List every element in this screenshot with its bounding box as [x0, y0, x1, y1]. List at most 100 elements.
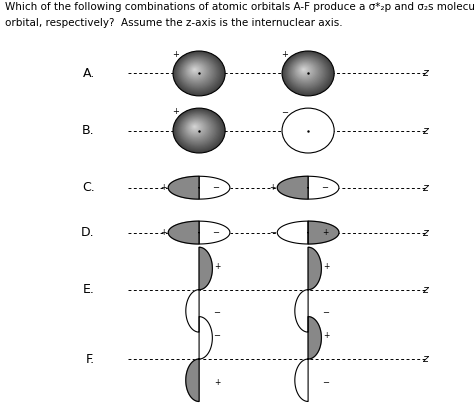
Text: +: +: [172, 107, 179, 116]
Text: C.: C.: [82, 181, 95, 194]
Circle shape: [175, 110, 223, 151]
Circle shape: [183, 117, 210, 140]
Circle shape: [301, 68, 306, 71]
Text: z: z: [422, 228, 428, 237]
Circle shape: [192, 67, 198, 73]
Text: A.: A.: [82, 67, 95, 80]
Circle shape: [193, 69, 196, 71]
Text: −: −: [281, 109, 288, 118]
Circle shape: [179, 113, 217, 146]
Circle shape: [175, 53, 223, 94]
Circle shape: [190, 66, 201, 75]
Circle shape: [301, 67, 307, 73]
Text: z: z: [422, 285, 428, 295]
Polygon shape: [295, 290, 308, 332]
Text: −: −: [212, 183, 219, 192]
Circle shape: [185, 118, 208, 138]
Circle shape: [192, 124, 198, 130]
Text: D.: D.: [81, 226, 95, 239]
Circle shape: [176, 111, 220, 149]
Circle shape: [191, 124, 199, 131]
Polygon shape: [199, 176, 230, 199]
Text: E.: E.: [83, 283, 95, 296]
Circle shape: [189, 122, 202, 133]
Polygon shape: [168, 221, 199, 244]
Circle shape: [180, 57, 215, 87]
Circle shape: [284, 53, 332, 94]
Text: z: z: [422, 126, 428, 135]
Circle shape: [292, 60, 319, 83]
Circle shape: [282, 108, 334, 153]
Circle shape: [189, 65, 202, 76]
Circle shape: [302, 69, 305, 71]
Circle shape: [293, 60, 318, 82]
Polygon shape: [308, 247, 321, 290]
Circle shape: [173, 108, 225, 153]
Text: +: +: [160, 228, 167, 237]
Circle shape: [299, 66, 310, 75]
Circle shape: [181, 58, 214, 86]
Polygon shape: [186, 359, 199, 401]
Circle shape: [289, 57, 324, 87]
Circle shape: [298, 65, 311, 76]
Circle shape: [175, 110, 221, 150]
Circle shape: [186, 62, 207, 80]
Circle shape: [192, 125, 197, 129]
Text: z: z: [422, 354, 428, 364]
Circle shape: [184, 60, 209, 82]
Circle shape: [283, 52, 333, 95]
Circle shape: [182, 116, 211, 141]
Polygon shape: [199, 221, 230, 244]
Circle shape: [290, 58, 323, 86]
Circle shape: [296, 63, 314, 79]
Circle shape: [288, 56, 326, 89]
Text: −: −: [214, 308, 220, 317]
Circle shape: [292, 59, 320, 84]
Circle shape: [176, 54, 220, 92]
Polygon shape: [199, 317, 212, 359]
Text: +: +: [269, 183, 276, 192]
Circle shape: [297, 64, 313, 78]
Text: −: −: [323, 308, 329, 317]
Polygon shape: [308, 317, 321, 359]
Circle shape: [188, 121, 203, 134]
Text: +: +: [322, 228, 328, 237]
Circle shape: [174, 52, 224, 95]
Circle shape: [286, 55, 328, 91]
Circle shape: [188, 64, 204, 78]
Text: orbital, respectively?  Assume the z-axis is the internuclear axis.: orbital, respectively? Assume the z-axis…: [5, 18, 342, 29]
Circle shape: [295, 62, 316, 80]
Circle shape: [175, 53, 221, 93]
Polygon shape: [186, 290, 199, 332]
Circle shape: [180, 114, 215, 144]
Circle shape: [178, 113, 218, 146]
Text: +: +: [160, 183, 167, 192]
Circle shape: [177, 55, 219, 91]
Circle shape: [178, 55, 218, 89]
Circle shape: [173, 51, 225, 96]
Circle shape: [181, 115, 214, 144]
Circle shape: [174, 109, 224, 152]
Circle shape: [188, 121, 204, 135]
Polygon shape: [168, 176, 199, 199]
Text: F.: F.: [86, 353, 95, 366]
Text: B.: B.: [82, 124, 95, 137]
Circle shape: [192, 68, 197, 71]
Circle shape: [193, 126, 196, 128]
Circle shape: [285, 54, 329, 92]
Polygon shape: [308, 221, 339, 244]
Text: +: +: [323, 331, 329, 340]
Circle shape: [182, 59, 211, 84]
Circle shape: [297, 64, 312, 77]
Text: z: z: [422, 183, 428, 193]
Circle shape: [190, 123, 201, 132]
Circle shape: [185, 61, 208, 81]
Text: +: +: [214, 378, 220, 387]
Circle shape: [184, 118, 209, 139]
Circle shape: [188, 64, 203, 77]
Text: −: −: [323, 378, 329, 387]
Circle shape: [291, 58, 322, 85]
Text: +: +: [214, 262, 220, 271]
Circle shape: [187, 63, 205, 79]
Text: +: +: [281, 50, 288, 59]
